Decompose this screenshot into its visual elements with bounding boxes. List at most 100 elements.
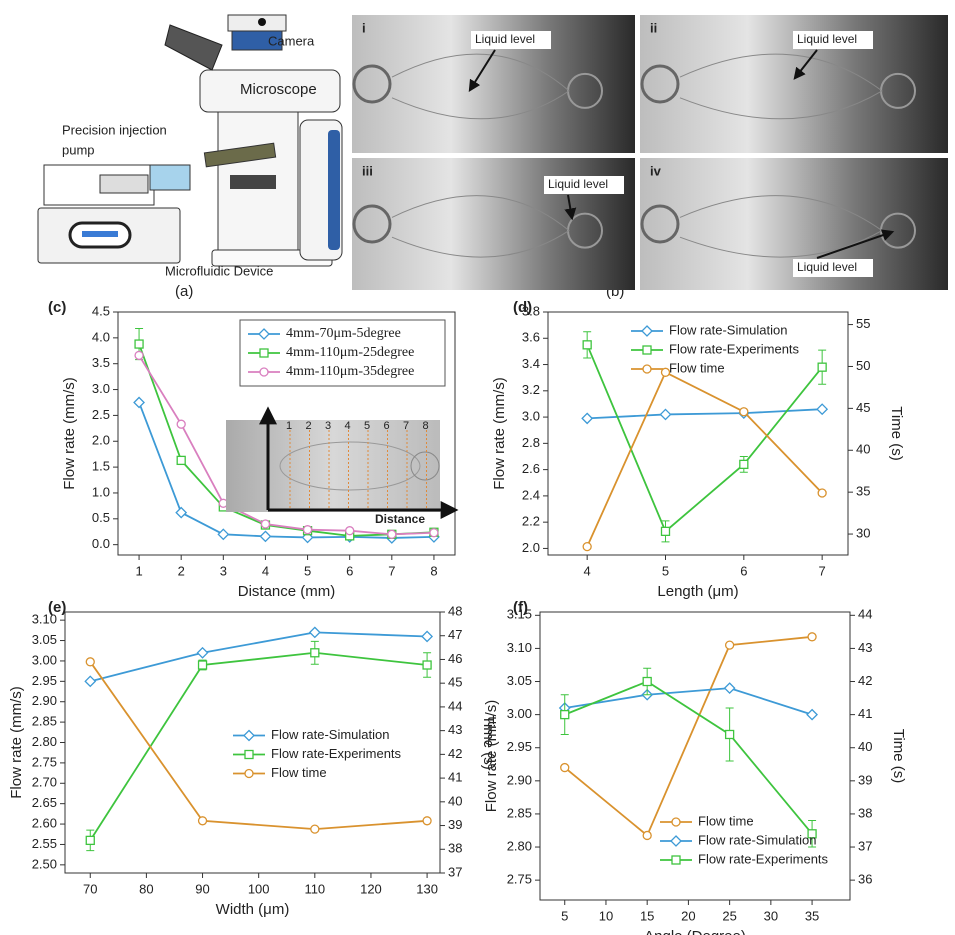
legend-marker <box>642 364 652 374</box>
chamber <box>352 204 392 244</box>
y-tick-label: 2.80 <box>507 838 532 853</box>
y2-tick-label: 37 <box>448 864 462 879</box>
y-tick-label: 2.85 <box>32 714 57 729</box>
point <box>817 488 827 498</box>
y2-tick-label: 50 <box>856 358 870 373</box>
legend-label: Flow rate-Simulation <box>698 832 817 847</box>
y2-tick-label: 37 <box>858 838 872 853</box>
point <box>582 340 592 350</box>
point <box>421 630 434 643</box>
y2-tick-label: 48 <box>448 603 462 618</box>
point <box>260 519 271 529</box>
y2-tick-label: 45 <box>856 400 870 415</box>
point <box>739 407 749 417</box>
point <box>85 657 95 667</box>
image-label: iii <box>362 163 373 178</box>
y-tick-label: 2.90 <box>32 693 57 708</box>
y2-tick-label: 30 <box>856 525 870 540</box>
legend-label: 4mm-70μm-5degree <box>286 326 401 341</box>
point <box>175 506 188 519</box>
point <box>429 528 439 538</box>
y2-axis-title: Time (s) <box>480 715 497 769</box>
x-tick-label: 1 <box>135 563 142 578</box>
y2-axis-title: Time (s) <box>888 406 905 460</box>
legend-marker <box>244 749 254 760</box>
point <box>217 528 230 541</box>
y-tick-label: 2.0 <box>522 540 540 555</box>
y-tick-label: 4.0 <box>92 329 110 344</box>
x-tick-label: 30 <box>764 908 778 923</box>
point <box>387 529 397 539</box>
x-tick-label: 6 <box>740 563 747 578</box>
annotation-box <box>793 31 873 49</box>
point <box>807 632 817 642</box>
x-axis-title: Length (μm) <box>657 583 738 600</box>
inset-axis-label: Distance <box>375 512 425 526</box>
x-tick-label: 90 <box>195 881 209 896</box>
inset-number: 1 <box>286 420 292 432</box>
y-tick-label: 3.0 <box>92 381 110 396</box>
x-tick-label: 5 <box>304 563 311 578</box>
y-tick-label: 2.2 <box>522 514 540 529</box>
chamber <box>640 64 680 104</box>
image-label: i <box>362 20 366 35</box>
camera-label: Camera <box>268 33 315 48</box>
point <box>176 455 186 466</box>
point <box>259 530 272 543</box>
chamber <box>640 204 680 244</box>
plot-frame <box>539 611 851 901</box>
point <box>422 816 432 826</box>
legend-marker <box>642 345 652 355</box>
y-tick-label: 2.70 <box>32 775 57 790</box>
point <box>817 362 827 372</box>
chamber <box>567 72 603 109</box>
inset-number: 6 <box>384 420 390 432</box>
panel-label: (e) <box>48 599 66 616</box>
annotation-arrow <box>468 49 496 93</box>
y-tick-label: 2.95 <box>32 673 57 688</box>
y-tick-label: 3.2 <box>522 382 540 397</box>
y2-tick-label: 55 <box>856 316 870 331</box>
panel-label: (c) <box>48 299 66 316</box>
y-tick-label: 3.05 <box>32 632 57 647</box>
legend-label: Flow rate-Experiments <box>271 746 402 761</box>
y2-tick-label: 39 <box>858 772 872 787</box>
y2-tick-label: 38 <box>858 805 872 820</box>
point <box>724 729 735 740</box>
series-line <box>564 687 813 716</box>
y2-tick-label: 38 <box>448 841 462 856</box>
y-tick-label: 2.4 <box>522 487 540 502</box>
x-tick-label: 3 <box>220 563 227 578</box>
legend-marker <box>244 768 254 779</box>
series-line <box>89 661 428 831</box>
x-tick-label: 4 <box>262 563 269 578</box>
inset-number: 5 <box>364 420 370 432</box>
legend-label: 4mm-110μm-25degree <box>286 345 414 360</box>
plot-frame <box>547 311 849 556</box>
point <box>302 525 313 535</box>
point <box>560 762 570 773</box>
plot-frame <box>117 311 456 556</box>
annotation: Liquid level <box>475 32 535 46</box>
point <box>422 660 432 670</box>
inset-number: 8 <box>423 420 429 432</box>
point <box>308 626 321 639</box>
x-tick-label: 5 <box>662 563 669 578</box>
annotation-arrow <box>564 194 577 221</box>
x-axis-title: Width (μm) <box>216 901 290 918</box>
x-tick-label: 15 <box>640 908 654 923</box>
y-tick-label: 3.6 <box>522 330 540 345</box>
point <box>807 829 817 839</box>
x-axis-title: Angle (Degree) <box>644 928 746 935</box>
y-tick-label: 3.0 <box>522 409 540 424</box>
image-label: ii <box>650 20 657 35</box>
y-tick-label: 0.0 <box>92 536 110 551</box>
y-tick-label: 2.75 <box>507 872 532 887</box>
point <box>84 675 97 688</box>
point <box>197 816 208 826</box>
y2-tick-label: 40 <box>448 793 462 808</box>
y-tick-label: 4.5 <box>92 303 110 318</box>
y-tick-label: 2.8 <box>522 435 540 450</box>
panel-label: (d) <box>513 299 532 316</box>
